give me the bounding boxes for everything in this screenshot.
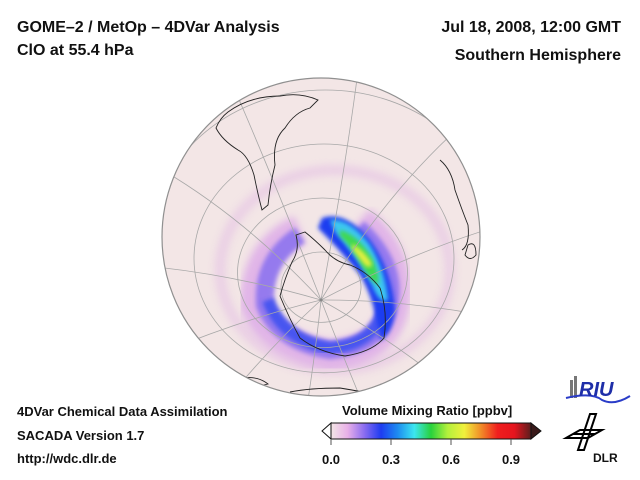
riu-tower-icon	[570, 380, 573, 398]
region-label: Southern Hemisphere	[454, 47, 621, 64]
footer-line-1: 4DVar Chemical Data Assimilation	[17, 404, 228, 419]
dlr-text: DLR	[593, 451, 618, 465]
meridian-line	[162, 299, 322, 391]
vortex-ring-blue	[262, 297, 391, 355]
parallel-line	[237, 197, 408, 348]
meridian-line	[320, 209, 480, 301]
crescent-max	[352, 244, 372, 267]
meridian-line	[162, 262, 322, 301]
coast-madagascar	[464, 243, 477, 259]
title-line-2: ClO at 55.4 hPa	[17, 42, 134, 59]
clo-field	[215, 165, 455, 375]
parallel-line	[280, 251, 362, 323]
dlr-wing-icon	[562, 413, 606, 451]
colorbar-tick-label: 0.3	[381, 452, 401, 467]
colorbar-tick-label: 0.9	[501, 452, 521, 467]
meridian-line	[281, 299, 322, 396]
colorbar-title: Volume Mixing Ratio [ppbv]	[342, 403, 513, 418]
footer-link[interactable]: http://wdc.dlr.de	[17, 451, 117, 466]
parallel-line	[162, 89, 480, 396]
date-label: Jul 18, 2008, 12:00 GMT	[441, 19, 621, 36]
outer-halo	[215, 165, 455, 375]
riu-text: RIU	[579, 379, 614, 401]
meridian-line	[162, 145, 322, 301]
south-pole-marker	[319, 298, 323, 302]
crescent-blue	[318, 216, 395, 340]
title-line-1: GOME–2 / MetOp – 4DVar Analysis	[17, 19, 280, 36]
riu-wave-icon	[565, 394, 631, 404]
coast-antarctica	[279, 231, 386, 357]
meridian-line	[320, 299, 480, 338]
meridian-line	[320, 299, 417, 396]
colorbar-tick-label: 0.6	[441, 452, 461, 467]
parallel-line	[193, 143, 455, 374]
colorbar-tick-label: 0.0	[321, 452, 341, 467]
footer-line-2: SACADA Version 1.7	[17, 428, 145, 443]
globe-edge	[161, 77, 481, 397]
coast-south-america	[215, 94, 319, 211]
riu-logo: RIU	[565, 376, 631, 404]
dlr-logo	[562, 413, 606, 451]
coast-africa	[439, 159, 469, 251]
